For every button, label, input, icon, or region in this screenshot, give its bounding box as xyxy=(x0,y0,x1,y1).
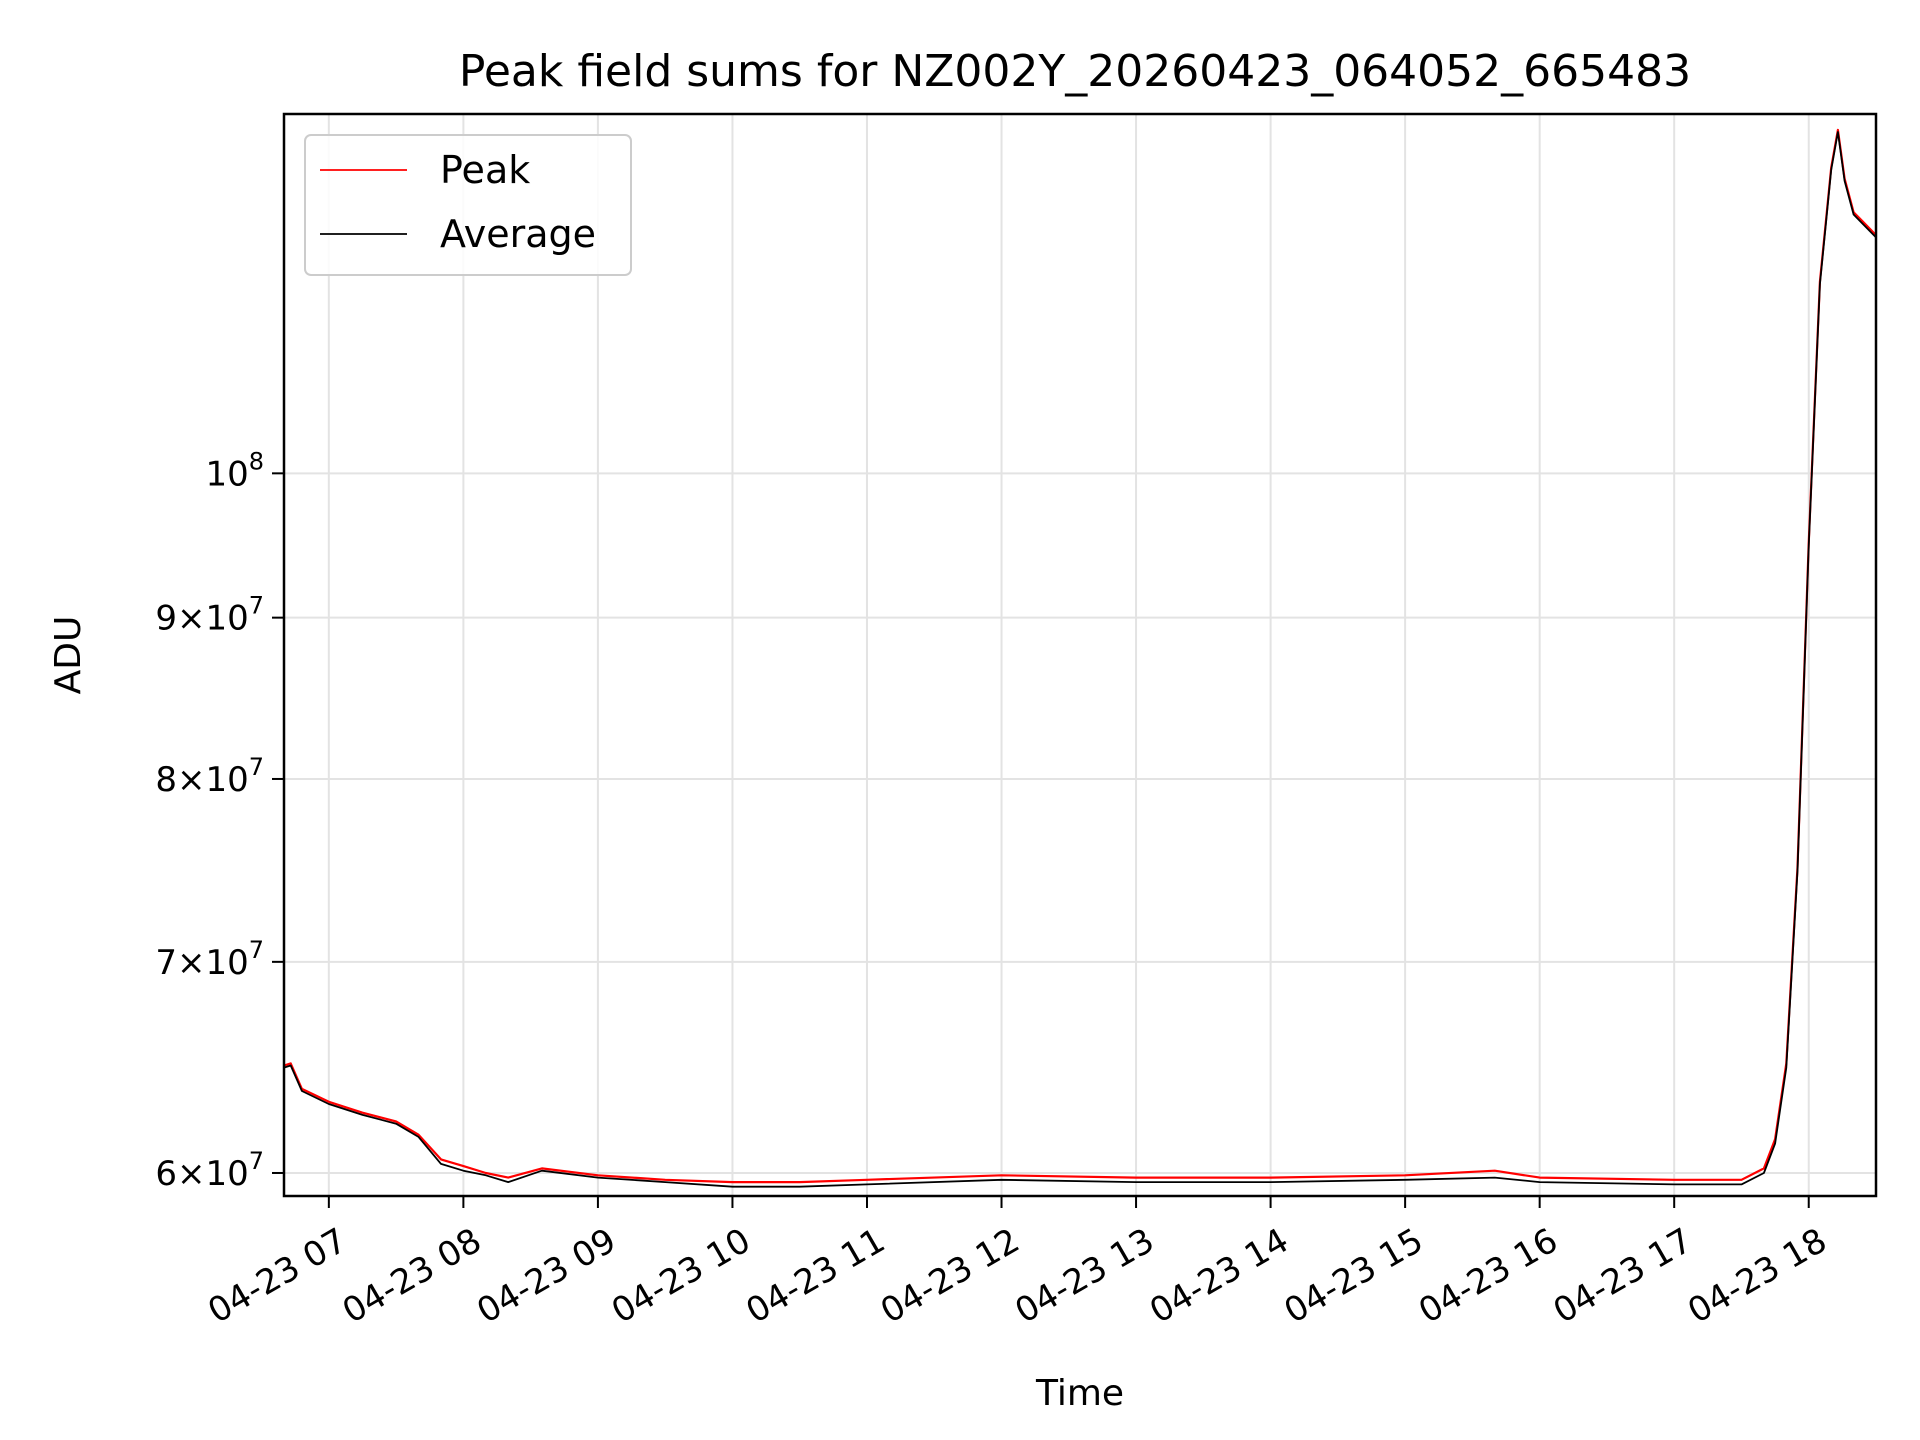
y-tick-mantissa: 9 xyxy=(155,599,177,639)
y-tick-mantissa: 6 xyxy=(155,1154,177,1194)
y-tick-times-symbol: × xyxy=(177,1154,206,1194)
legend-label-average: Average xyxy=(440,212,596,256)
y-tick-times-symbol: × xyxy=(177,760,206,800)
y-tick-mantissa: 7 xyxy=(155,943,177,983)
y-tick-label: 9×107 xyxy=(155,592,264,639)
series-line-average xyxy=(283,131,1877,1188)
y-tick-base: 10 xyxy=(205,760,248,800)
chart-title: Peak field sums for NZ002Y_20260423_0640… xyxy=(459,46,1691,97)
y-tick-base: 10 xyxy=(205,943,248,983)
y-tick-exponent: 8 xyxy=(249,447,264,475)
legend: Peak Average xyxy=(304,134,632,276)
grid-lines xyxy=(284,114,1876,1196)
y-tick-exponent: 7 xyxy=(249,753,264,781)
y-axis-label: ADU xyxy=(48,616,89,695)
y-tick-base: 10 xyxy=(205,1154,248,1194)
y-tick-exponent: 7 xyxy=(249,592,264,620)
y-tick-base: 10 xyxy=(205,454,248,494)
y-tick-base: 10 xyxy=(205,599,248,639)
y-tick-times-symbol: × xyxy=(177,943,206,983)
y-tick-label: 108 xyxy=(205,447,264,494)
y-tick-times-symbol: × xyxy=(177,599,206,639)
y-tick-exponent: 7 xyxy=(249,1147,264,1175)
plot-frame xyxy=(282,112,1878,1198)
series-lines xyxy=(283,128,1877,1188)
legend-label-peak: Peak xyxy=(440,148,530,192)
y-tick-label: 6×107 xyxy=(155,1147,264,1194)
x-axis-label: Time xyxy=(1035,1373,1124,1414)
y-tick-mantissa: 8 xyxy=(155,760,177,800)
y-tick-exponent: 7 xyxy=(249,936,264,964)
y-tick-label: 7×107 xyxy=(155,936,264,983)
y-tick-label: 8×107 xyxy=(155,753,264,800)
